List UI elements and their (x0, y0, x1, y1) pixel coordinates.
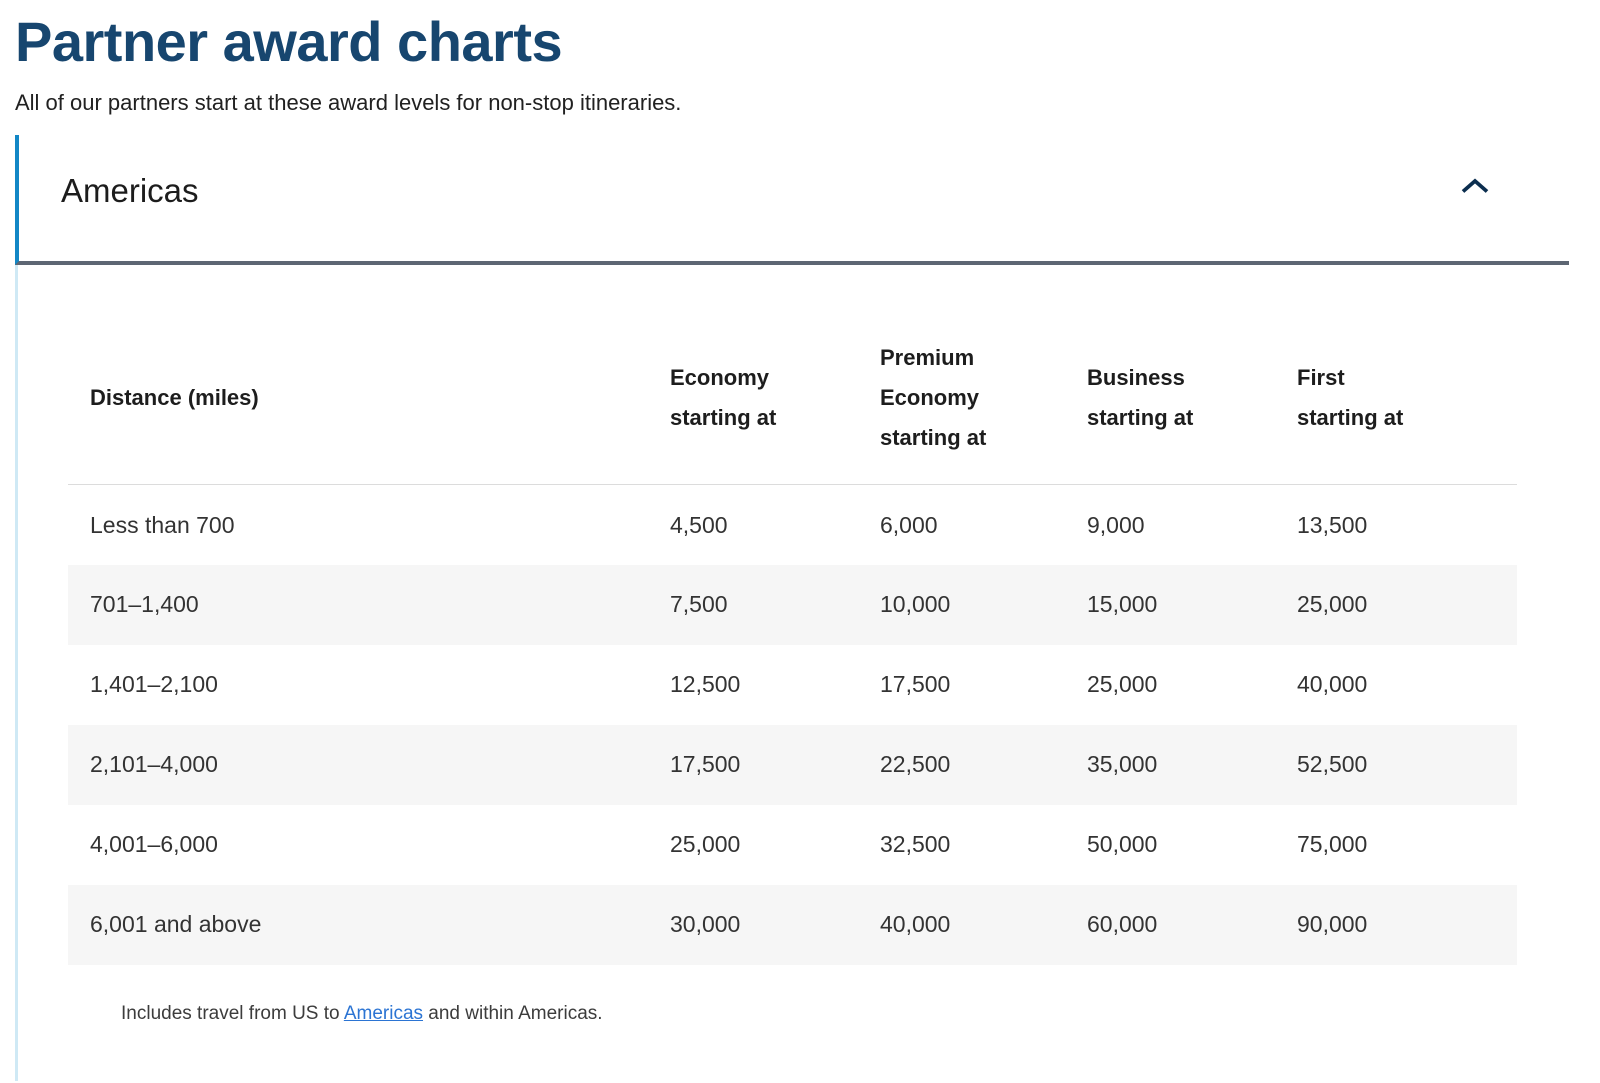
footnote: Includes travel from US to Americas and … (121, 1003, 1569, 1025)
distance-cell: 2,101–4,000 (90, 751, 218, 778)
economy-cell: 12,500 (670, 671, 741, 698)
accordion-header-americas[interactable]: Americas (15, 134, 1569, 265)
first-cell: 75,000 (1297, 831, 1368, 858)
col-header-distance: Distance (miles) (68, 267, 670, 486)
distance-cell: 6,001 and above (90, 911, 262, 938)
table-row: Less than 700 4,500 6,000 9,000 13,500 (68, 485, 1517, 565)
footnote-text-after: and within Americas. (423, 1002, 603, 1024)
business-cell: 60,000 (1087, 911, 1158, 938)
first-cell: 90,000 (1297, 911, 1368, 938)
first-cell: 40,000 (1297, 671, 1368, 698)
distance-cell: 1,401–2,100 (90, 671, 218, 698)
col-header-economy: Economy starting at (670, 267, 880, 486)
economy-cell: 4,500 (670, 511, 728, 538)
first-cell: 13,500 (1297, 511, 1368, 538)
distance-cell: 4,001–6,000 (90, 831, 218, 858)
footnote-text-before: Includes travel from US to (121, 1002, 344, 1024)
premium-economy-cell: 10,000 (880, 591, 951, 618)
business-cell: 35,000 (1087, 751, 1158, 778)
first-cell: 52,500 (1297, 751, 1368, 778)
premium-economy-cell: 17,500 (880, 671, 951, 698)
accordion-label: Americas (61, 171, 199, 209)
table-row: 701–1,400 7,500 10,000 15,000 25,000 (68, 564, 1517, 645)
page-subtitle: All of our partners start at these award… (15, 90, 682, 116)
premium-economy-cell: 32,500 (880, 831, 951, 858)
premium-economy-cell: 6,000 (880, 511, 938, 538)
page-title: Partner award charts (15, 10, 563, 73)
distance-cell: 701–1,400 (90, 591, 199, 618)
table-row: 4,001–6,000 25,000 32,500 50,000 75,000 (68, 805, 1517, 885)
award-chart-table: Distance (miles) Economy starting at Pre… (68, 267, 1517, 965)
collapse-section-button[interactable] (1460, 177, 1490, 199)
col-header-premium-economy: Premium Economy starting at (880, 267, 1087, 486)
premium-economy-cell: 40,000 (880, 911, 951, 938)
table-row: 6,001 and above 30,000 40,000 60,000 90,… (68, 884, 1517, 965)
table-header-row: Distance (miles) Economy starting at Pre… (68, 267, 1517, 486)
economy-cell: 17,500 (670, 751, 741, 778)
accordion-panel-americas: Distance (miles) Economy starting at Pre… (15, 264, 1569, 1081)
economy-cell: 7,500 (670, 591, 728, 618)
economy-cell: 25,000 (670, 831, 741, 858)
americas-link[interactable]: Americas (343, 1002, 424, 1024)
col-header-first: First starting at (1297, 267, 1517, 486)
chevron-up-icon (1460, 178, 1490, 198)
table-row: 1,401–2,100 12,500 17,500 25,000 40,000 (68, 645, 1517, 725)
table-row: 2,101–4,000 17,500 22,500 35,000 52,500 (68, 724, 1517, 805)
distance-cell: Less than 700 (90, 511, 235, 538)
business-cell: 9,000 (1087, 511, 1145, 538)
first-cell: 25,000 (1297, 591, 1368, 618)
premium-economy-cell: 22,500 (880, 751, 951, 778)
business-cell: 25,000 (1087, 671, 1158, 698)
business-cell: 15,000 (1087, 591, 1158, 618)
page-content: Partner award charts All of our partners… (15, 0, 1569, 1081)
economy-cell: 30,000 (670, 911, 741, 938)
business-cell: 50,000 (1087, 831, 1158, 858)
col-header-business: Business starting at (1087, 267, 1297, 486)
